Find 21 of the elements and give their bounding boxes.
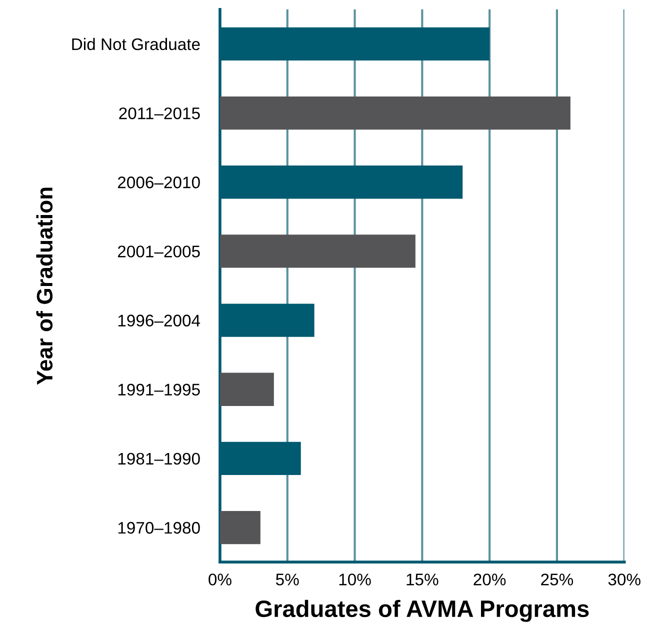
bar [220, 510, 260, 544]
y-tick-label: 2006–2010 [118, 176, 200, 188]
bar [220, 234, 416, 268]
y-tick-label: 1970–1980 [118, 522, 200, 534]
y-tick-label: Did Not Graduate [72, 38, 200, 50]
y-axis-title: Year of Graduation [36, 188, 53, 385]
x-tick-label: 5% [276, 574, 299, 586]
x-tick-label: 30% [608, 574, 640, 586]
y-tick-label: 2011–2015 [119, 107, 200, 120]
x-tick-label: 25% [541, 574, 574, 586]
bar [220, 372, 274, 406]
y-tick-label: 1996–2004 [118, 314, 200, 326]
bar [220, 96, 570, 130]
x-tick-label: 15% [406, 574, 438, 586]
y-tick-label: 1991–1995 [118, 384, 200, 396]
x-tick-label: 10% [339, 574, 371, 586]
x-tick-label: 20% [474, 574, 506, 586]
y-tick-label: 2001–2005 [118, 246, 200, 258]
x-axis-title: Graduates of AVMA Programs [256, 600, 589, 622]
y-tick-label: 1981–1990 [118, 452, 200, 465]
x-tick-label: 0% [208, 574, 232, 586]
